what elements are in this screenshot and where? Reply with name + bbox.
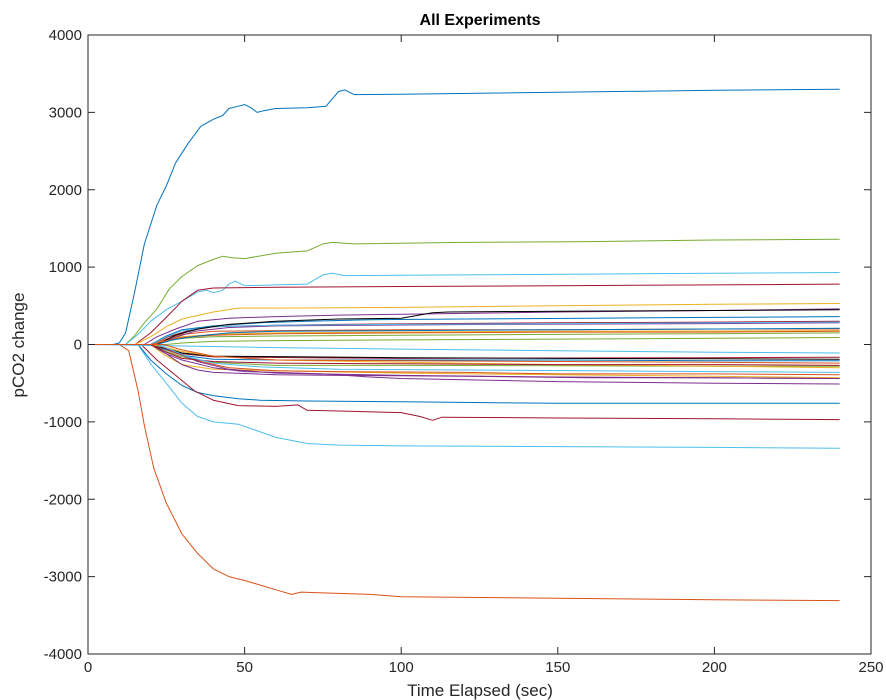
series-line-28 bbox=[88, 330, 840, 345]
y-tick-label: -3000 bbox=[44, 569, 82, 586]
series-line-19 bbox=[88, 344, 840, 379]
ticks-layer: 0 50 100 150 200 250 -4000 -3000 -2000 -1000 0 1000… bbox=[44, 27, 884, 676]
plot-area bbox=[88, 35, 871, 654]
series-line-29 bbox=[88, 337, 840, 345]
y-tick-label: 0 bbox=[74, 337, 82, 354]
series-line-33 bbox=[88, 344, 840, 366]
x-axis-label: Time Elapsed (sec) bbox=[407, 681, 553, 700]
y-tick-label: 1000 bbox=[49, 259, 82, 276]
series-line-2 bbox=[88, 344, 840, 602]
y-axis-label: pCO2 change bbox=[9, 293, 28, 398]
series-line-26 bbox=[88, 321, 840, 345]
series-line-22 bbox=[88, 316, 840, 345]
series-line-4 bbox=[88, 272, 840, 345]
y-tick-label: 4000 bbox=[49, 27, 82, 44]
series-line-8 bbox=[88, 344, 840, 449]
series-line-1 bbox=[88, 88, 840, 345]
series-line-30 bbox=[88, 327, 840, 345]
y-tick-label: -2000 bbox=[44, 491, 82, 508]
series-line-9 bbox=[88, 344, 840, 404]
series-line-5 bbox=[88, 283, 840, 345]
chart-title: All Experiments bbox=[420, 12, 541, 29]
x-tick-label: 150 bbox=[545, 659, 570, 676]
x-tick-label: 100 bbox=[389, 659, 414, 676]
series-layer bbox=[87, 88, 840, 602]
series-line-7 bbox=[88, 308, 840, 345]
series-line-11 bbox=[88, 344, 840, 379]
x-tick-label: 200 bbox=[702, 659, 727, 676]
series-line-27 bbox=[88, 309, 840, 345]
y-tick-label: 2000 bbox=[49, 182, 82, 199]
series-line-6 bbox=[88, 303, 840, 345]
y-tick-label: 3000 bbox=[49, 104, 82, 121]
x-tick-label: 50 bbox=[236, 659, 253, 676]
series-line-10 bbox=[88, 344, 840, 421]
x-tick-label: 250 bbox=[858, 659, 883, 676]
y-tick-label: -1000 bbox=[44, 414, 82, 431]
x-tick-label: 0 bbox=[84, 659, 92, 676]
series-line-16 bbox=[87, 344, 840, 354]
y-tick-label: -4000 bbox=[44, 646, 82, 663]
series-line-34 bbox=[88, 344, 840, 373]
series-line-3 bbox=[88, 238, 840, 345]
series-line-35 bbox=[88, 344, 840, 364]
